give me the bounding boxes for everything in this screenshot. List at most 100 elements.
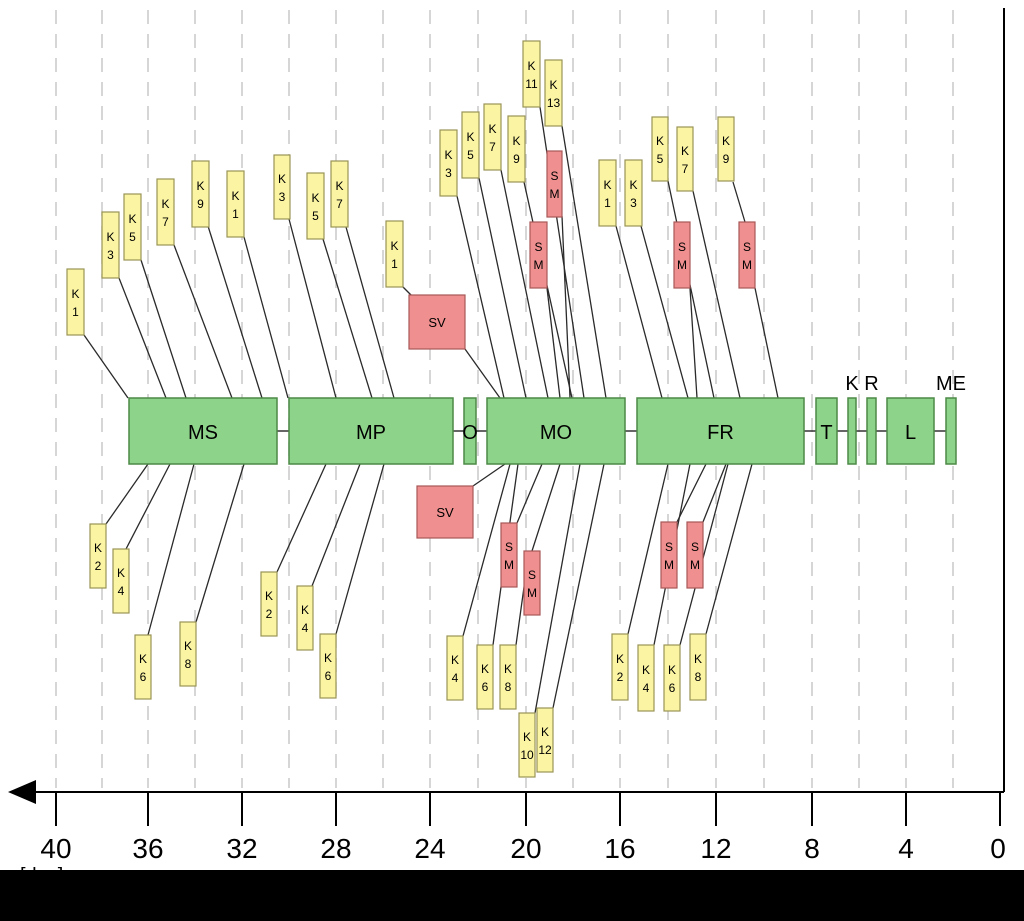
tag-connector	[335, 463, 385, 635]
phase-k-block	[847, 397, 857, 465]
tag-connector	[705, 463, 753, 635]
phase-l-block	[886, 397, 935, 465]
footer-bar	[0, 870, 1024, 916]
tag-mo-sv	[416, 485, 474, 539]
axis-tick-label: 40	[40, 833, 71, 864]
phase-mo-label: MO	[540, 422, 572, 444]
tag-mo-k9	[507, 115, 526, 183]
tag-connector	[83, 334, 129, 399]
phase-k-label: K	[845, 373, 859, 395]
tag-connector	[118, 277, 167, 399]
tag-mp-sv	[408, 294, 466, 350]
phase-fr-block	[636, 397, 805, 465]
phase-blocks: MS MP O MO FR T K R L ME	[128, 373, 966, 465]
tag-connector	[276, 463, 327, 573]
tag-fr-sm	[673, 221, 691, 289]
tag-mo-k11-label: K 11	[525, 59, 538, 91]
axis-tick-label: 28	[320, 833, 351, 864]
tag-mo-k12	[536, 707, 554, 773]
tag-connector	[516, 463, 543, 524]
phase-me-block	[945, 397, 957, 465]
tag-fr-k2	[611, 633, 629, 701]
tag-ms-k3	[101, 211, 120, 279]
tag-connector	[478, 177, 527, 399]
tag-mo-sm	[529, 221, 548, 289]
phase-mp-label: MP	[356, 422, 386, 444]
tag-connector	[472, 463, 506, 487]
phase-ms-label: MS	[188, 422, 218, 444]
tag-mo-k11	[522, 40, 541, 108]
tag-connector	[561, 215, 571, 399]
tag-connector	[667, 180, 715, 399]
phase-t-label: T	[820, 422, 832, 444]
axis-tick-label: 32	[226, 833, 257, 864]
tag-connector	[754, 287, 779, 399]
phase-mp-block	[288, 397, 454, 465]
tag-connector	[534, 463, 581, 714]
tag-connector	[732, 181, 746, 223]
phase-o-label: O	[462, 422, 478, 444]
tag-mo-k4	[446, 635, 464, 701]
tag-mo-sm	[523, 550, 541, 616]
phase-mo-block	[486, 397, 626, 465]
tag-mo-sv-label: SV	[436, 505, 454, 520]
tag-mo-k12-label: K 12	[538, 725, 552, 757]
tag-ms-k9	[191, 160, 210, 228]
tag-connector	[140, 259, 187, 399]
tag-fr-k4	[637, 644, 655, 712]
tag-fr-k1	[598, 159, 617, 227]
tag-mo-k5	[461, 111, 480, 179]
tag-mp-k7	[330, 160, 349, 228]
tag-mo-k10-label: K 10	[520, 730, 534, 762]
phase-fr-label: FR	[707, 422, 734, 444]
tag-connector	[627, 463, 669, 635]
tag-ms-k2	[89, 523, 107, 589]
axis-tick-label: 0	[990, 833, 1006, 864]
tag-connector	[676, 463, 707, 523]
tag-mo-k7	[483, 103, 502, 171]
tag-mp-k1	[385, 220, 404, 288]
tag-connector	[462, 463, 511, 637]
tag-connector	[288, 218, 337, 399]
tag-mp-k5	[306, 172, 325, 240]
tag-fr-k5	[651, 116, 669, 182]
tag-connector	[243, 236, 289, 399]
axis-tick-label: 36	[132, 833, 163, 864]
axis-tick-label: 12	[700, 833, 731, 864]
tag-ms-k1	[66, 268, 85, 336]
tag-connector	[552, 463, 605, 709]
tag-mo-k10	[518, 712, 536, 778]
tag-mo-k6	[476, 644, 494, 710]
tag-ms-k6	[134, 634, 152, 700]
connector-lines	[83, 106, 779, 714]
tag-connector	[402, 286, 412, 296]
tag-fr-sm	[660, 521, 678, 589]
